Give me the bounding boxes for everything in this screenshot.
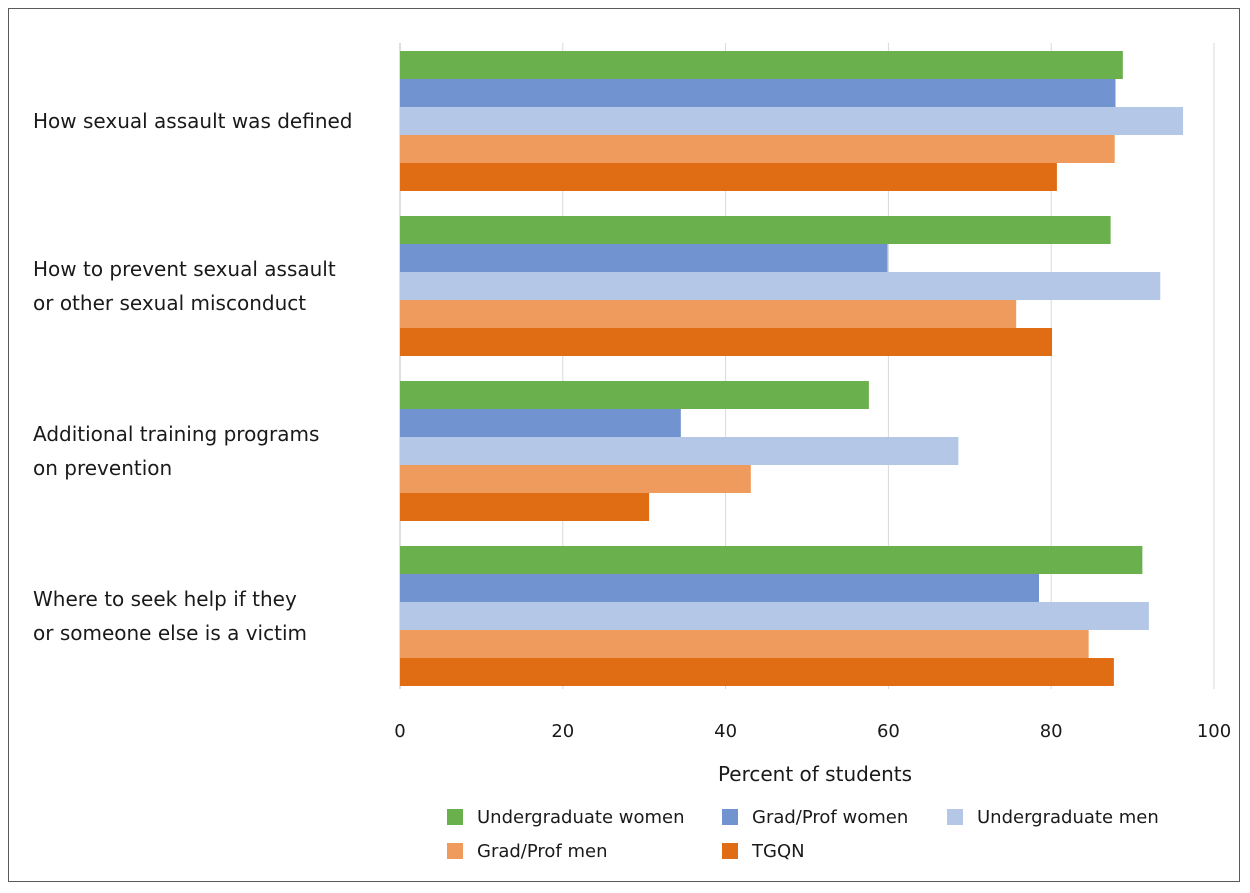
bar-4-undergraduate-men	[400, 602, 1149, 630]
chart-frame: How sexual assault was defined How to pre…	[8, 8, 1240, 882]
bar-1-undergraduate-men	[400, 107, 1184, 135]
bar-3-tgqn	[400, 493, 650, 521]
legend-label: Grad/Prof men	[477, 841, 608, 862]
bars	[400, 51, 1184, 686]
x-tick-labels: 0 20 40 60 80 100	[394, 721, 1231, 742]
x-tick-label: 20	[551, 721, 574, 742]
bar-3-undergraduate-women	[400, 381, 869, 409]
bar-4-grad-prof-men	[400, 630, 1089, 658]
bar-2-grad-prof-women	[400, 244, 888, 272]
legend-label: Undergraduate women	[477, 807, 685, 828]
bar-4-grad-prof-women	[400, 574, 1039, 602]
bar-1-undergraduate-women	[400, 51, 1123, 79]
category-label: How to prevent sexual assault	[33, 257, 336, 281]
bar-3-grad-prof-men	[400, 465, 751, 493]
x-tick-label: 60	[877, 721, 900, 742]
bar-3-grad-prof-women	[400, 409, 681, 437]
category-label: Additional training programs	[33, 422, 319, 446]
legend-swatch	[722, 809, 738, 825]
bar-1-grad-prof-women	[400, 79, 1116, 107]
x-tick-label: 80	[1040, 721, 1063, 742]
legend: Undergraduate women Grad/Prof women Underg…	[447, 807, 1159, 862]
legend-swatch	[947, 809, 963, 825]
bar-1-tgqn	[400, 163, 1057, 191]
legend-label: Undergraduate men	[977, 807, 1159, 828]
bar-4-undergraduate-women	[400, 546, 1143, 574]
bar-1-grad-prof-men	[400, 135, 1115, 163]
bar-2-grad-prof-men	[400, 300, 1017, 328]
category-labels: How sexual assault was defined How to pre…	[33, 109, 353, 645]
bar-2-tgqn	[400, 328, 1053, 356]
legend-swatch	[722, 843, 738, 859]
legend-label: TGQN	[751, 841, 805, 862]
category-label: on prevention	[33, 456, 172, 480]
bar-2-undergraduate-women	[400, 216, 1111, 244]
bar-chart: How sexual assault was defined How to pre…	[33, 43, 1231, 862]
category-label: Where to seek help if they	[33, 587, 297, 611]
legend-label: Grad/Prof women	[752, 807, 908, 828]
category-label: How sexual assault was defined	[33, 109, 353, 133]
category-label: or other sexual misconduct	[33, 291, 306, 315]
x-tick-label: 40	[714, 721, 737, 742]
x-tick-label: 0	[394, 721, 405, 742]
legend-swatch	[447, 809, 463, 825]
x-axis-title: Percent of students	[718, 762, 912, 786]
bar-3-undergraduate-men	[400, 437, 959, 465]
bar-4-tgqn	[400, 658, 1114, 686]
category-label: or someone else is a victim	[33, 621, 307, 645]
bar-2-undergraduate-men	[400, 272, 1161, 300]
legend-swatch	[447, 843, 463, 859]
x-tick-label: 100	[1197, 721, 1231, 742]
